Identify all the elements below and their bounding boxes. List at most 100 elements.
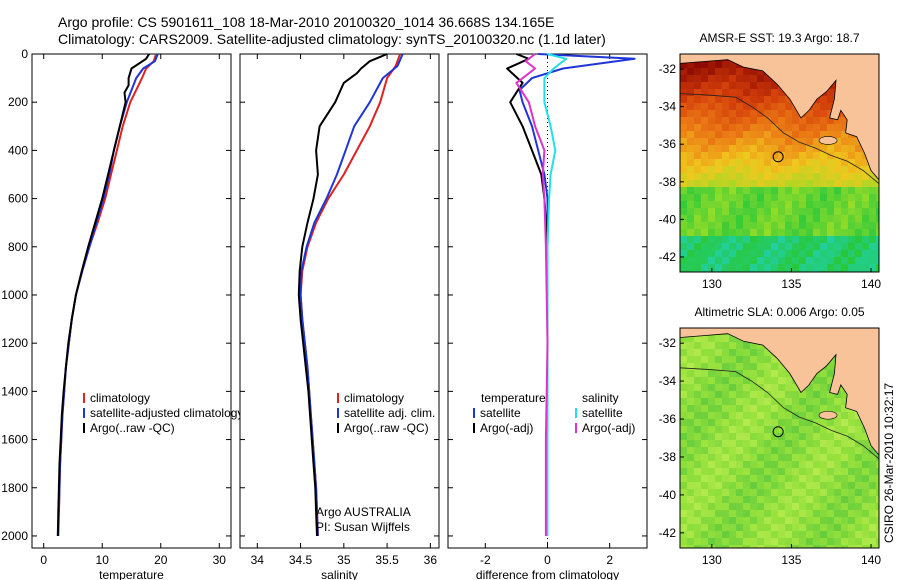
sla-map-cell: [715, 426, 723, 434]
sst-map-cell: [806, 166, 814, 174]
sla-map-cell: [708, 426, 716, 434]
sla-map-cell: [715, 461, 723, 469]
sst-map-cell: [764, 82, 772, 90]
sst-map-cell: [799, 208, 807, 216]
sst-map-cell: [778, 257, 786, 265]
sla-map-cell: [750, 356, 758, 364]
sst-map-cell: [792, 187, 800, 195]
sst-map-cell: [778, 215, 786, 223]
sla-map-cell: [855, 433, 863, 441]
sla-map-cell: [715, 454, 723, 462]
temperature-ytick-label: 0: [21, 47, 28, 61]
sst-map-cell: [743, 173, 751, 181]
sla-map-cell: [813, 496, 821, 504]
sla-map-cell: [757, 517, 765, 525]
sla-map-cell: [869, 489, 877, 497]
sla-map-cell: [848, 454, 856, 462]
sst-map-cell: [799, 201, 807, 209]
sst-map-cell: [736, 243, 744, 251]
sla-map-cell: [715, 517, 723, 525]
sst-map-cell: [764, 75, 772, 83]
sst-map-cell: [869, 222, 877, 230]
sla-map-cell: [701, 433, 709, 441]
sst-map-cell: [750, 222, 758, 230]
sst-map-cell: [827, 215, 835, 223]
sla-map-cell: [848, 510, 856, 518]
sst-map-cell: [862, 229, 870, 237]
sst-map-cell: [764, 257, 772, 265]
sla-map-cell: [764, 489, 772, 497]
sla-map-cell: [708, 524, 716, 532]
salinity-annotation-0: Argo AUSTRALIA: [316, 505, 411, 519]
sst-map-cell: [680, 159, 688, 167]
sst-map-cell: [771, 138, 779, 146]
sla-map-cell: [708, 356, 716, 364]
sst-map-cell: [827, 103, 835, 111]
sla-map-cell: [792, 503, 800, 511]
sla-map-cell: [729, 503, 737, 511]
sst-map-cell: [708, 61, 716, 69]
sla-map-cell: [687, 398, 695, 406]
sla-map-cell: [827, 440, 835, 448]
sst-map-cell: [687, 250, 695, 258]
sla-map-cell: [701, 510, 709, 518]
sst-map-cell: [680, 61, 688, 69]
sla-map-title: Altimetric SLA: 0.006 Argo: 0.05: [694, 305, 864, 319]
sla-map-cell: [736, 384, 744, 392]
sst-map-cell: [820, 159, 828, 167]
sst-map-cell: [680, 215, 688, 223]
sla-map-cell: [715, 412, 723, 420]
sla-map-cell: [834, 419, 842, 427]
sst-map-cell: [869, 173, 877, 181]
sst-map-cell: [834, 145, 842, 153]
sst-map-cell: [757, 159, 765, 167]
sla-map-cell: [841, 440, 849, 448]
sst-map-cell: [701, 236, 709, 244]
sst-map-cell: [743, 222, 751, 230]
sst-map-cell: [694, 257, 702, 265]
sst-map-cell: [750, 75, 758, 83]
sla-map-cell: [834, 461, 842, 469]
sla-map-cell: [862, 496, 870, 504]
sla-map-cell: [736, 496, 744, 504]
sst-map-cell: [785, 159, 793, 167]
sst-map-cell: [778, 159, 786, 167]
sla-map-cell: [750, 482, 758, 490]
sst-map-cell: [764, 96, 772, 104]
sst-map-cell: [855, 250, 863, 258]
sla-map-cell: [834, 398, 842, 406]
sst-map-cell: [722, 103, 730, 111]
sst-map-cell: [841, 257, 849, 265]
sla-map-cell: [792, 419, 800, 427]
sst-map-cell: [715, 138, 723, 146]
sst-map-cell: [813, 208, 821, 216]
sla-map-cell: [736, 356, 744, 364]
sla-map-cell: [862, 489, 870, 497]
sla-map-cell: [813, 391, 821, 399]
sst-map-cell: [771, 236, 779, 244]
sst-map-cell: [708, 194, 716, 202]
sla-map-cell: [729, 419, 737, 427]
sla-map-cell: [701, 412, 709, 420]
sst-map-cell: [869, 194, 877, 202]
salinity-xtick-label: 35.5: [375, 553, 399, 567]
sst-map-cell: [736, 236, 744, 244]
sla-map-cell: [757, 363, 765, 371]
sst-map-cell: [729, 243, 737, 251]
sst-map-cell: [750, 201, 758, 209]
sla-map-cell: [827, 433, 835, 441]
sla-map-cell: [771, 433, 779, 441]
sst-map-cell: [855, 264, 863, 272]
sst-map-cell: [841, 166, 849, 174]
sla-map-cell: [687, 475, 695, 483]
sla-map-cell: [764, 475, 772, 483]
sst-map-cell: [680, 131, 688, 139]
sst-map-cell: [687, 222, 695, 230]
sla-map-cell: [848, 419, 856, 427]
sla-map-cell: [680, 545, 688, 548]
sst-map-cell: [862, 201, 870, 209]
sst-map-cell: [729, 166, 737, 174]
sst-map-cell: [743, 215, 751, 223]
sst-map-cell: [862, 173, 870, 181]
sst-map-cell: [680, 229, 688, 237]
